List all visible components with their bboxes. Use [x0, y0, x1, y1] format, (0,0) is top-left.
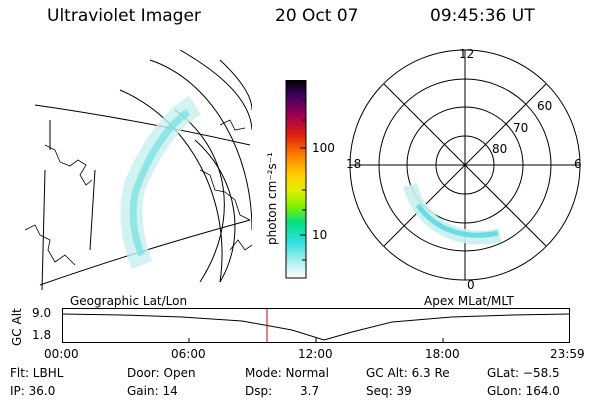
y-tick-high: 9.0: [32, 306, 52, 320]
x-tick-0000: 00:00: [44, 347, 79, 361]
dsp-value: 3.7: [300, 384, 320, 398]
gain-info: Gain: 14: [127, 384, 178, 398]
x-tick-0600: 06:00: [171, 347, 206, 361]
time-label: 09:45:36 UT: [430, 6, 535, 26]
colorbar: [285, 80, 307, 279]
aurora-emission-polar: [403, 182, 502, 245]
apex-title: Apex MLat/MLT: [424, 294, 514, 308]
lat-label-80: 80: [492, 142, 508, 156]
filter-info: Flt: LBHL: [10, 366, 64, 380]
geographic-map: [24, 50, 252, 290]
aurora-emission-geo: [120, 95, 202, 270]
mode-info: Mode: Normal: [245, 366, 329, 380]
mlt-label-18: 18: [346, 157, 362, 171]
mlt-label-0: 0: [467, 278, 475, 292]
glon-info: GLon: 164.0: [487, 384, 560, 398]
x-tick-1200: 12:00: [298, 347, 333, 361]
lat-label-60: 60: [537, 99, 553, 113]
glat-info: GLat: −58.5: [487, 366, 560, 380]
mlt-label-12: 12: [459, 47, 475, 61]
dsp-label: Dsp:: [245, 384, 273, 398]
gc-alt-info: GC Alt: 6.3 Re: [366, 366, 450, 380]
instrument-title: Ultraviolet Imager: [47, 6, 201, 26]
date-label: 20 Oct 07: [275, 6, 359, 26]
x-tick-1800: 18:00: [425, 347, 460, 361]
altitude-time-plot: [62, 308, 570, 343]
x-tick-2359: 23:59: [550, 347, 585, 361]
seq-info: Seq: 39: [366, 384, 412, 398]
y-axis-label: GC Alt: [10, 308, 24, 346]
lat-label-70: 70: [513, 121, 529, 135]
ip-info: IP: 36.0: [10, 384, 56, 398]
colorbar-tick-10: 10: [312, 228, 328, 242]
colorbar-label: photon cm⁻²s⁻¹: [265, 152, 279, 245]
door-info: Door: Open: [127, 366, 196, 380]
geographic-title: Geographic Lat/Lon: [70, 294, 188, 308]
polar-mlt-plot: [349, 49, 581, 281]
y-tick-low: 1.8: [32, 328, 52, 342]
mlt-label-6: 6: [574, 157, 582, 171]
colorbar-tick-100: 100: [312, 141, 335, 155]
